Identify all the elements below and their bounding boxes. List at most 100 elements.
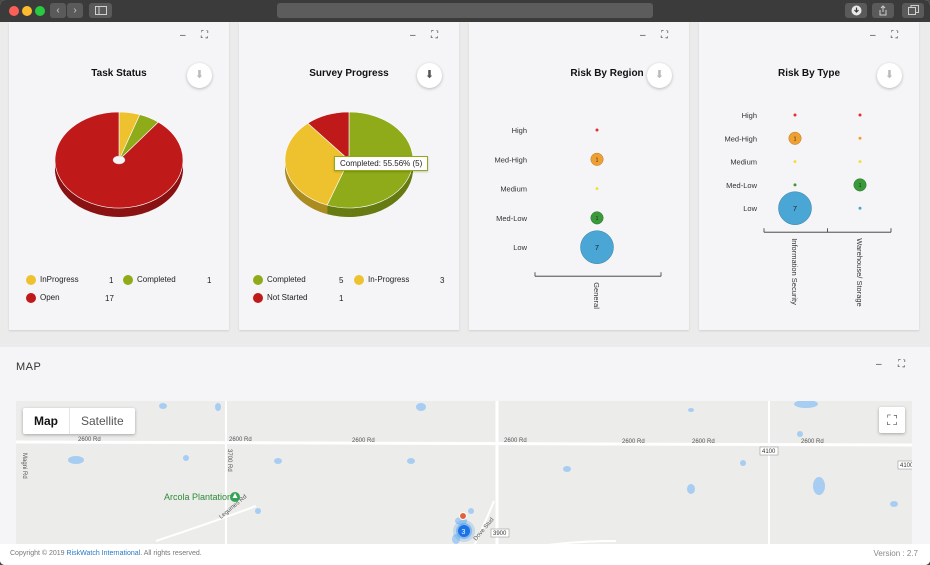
y-tick-label: Medium: [730, 158, 757, 167]
road-line: [155, 505, 257, 542]
bubble-med-low[interactable]: [793, 183, 797, 187]
place-label: Arcola Plantation: [164, 492, 232, 502]
download-chart-button[interactable]: ⬇: [187, 63, 212, 88]
map-view[interactable]: 2600 Rd 2600 Rd 2600 Rd 2600 Rd 2600 Rd …: [16, 401, 912, 552]
legend-swatch: [123, 275, 133, 285]
legend-count: 5: [339, 276, 344, 285]
legend-label: Not Started: [267, 293, 308, 303]
legend-count: 3: [440, 276, 445, 285]
bubble-med-high[interactable]: [858, 136, 862, 140]
legend-swatch: [26, 293, 36, 303]
company-link[interactable]: RiskWatch International: [66, 550, 141, 557]
bubble-medium[interactable]: [793, 160, 797, 164]
y-tick-label: High: [512, 126, 527, 135]
chart-tooltip: Completed: 55.56% (5): [334, 156, 429, 171]
title-bar: ‹ ›: [0, 0, 930, 22]
task-status-card: – ⛶ Task Status ⬇ InProgress 1 Completed…: [9, 22, 229, 330]
bubble-med-high[interactable]: [590, 152, 604, 166]
legend-item[interactable]: InProgress: [26, 275, 79, 285]
minimize-card-button[interactable]: –: [410, 30, 416, 41]
minimize-card-button[interactable]: –: [870, 30, 876, 41]
pie-slice-in-progress[interactable]: [284, 122, 350, 206]
road-label: 2600 Rd: [78, 437, 101, 443]
y-tick-label: Med-High: [494, 155, 527, 164]
download-icon: ⬇: [654, 69, 665, 81]
copyright-suffix: . All rights reserved.: [140, 550, 202, 557]
road-line: [16, 440, 912, 447]
sidebar-toggle-button[interactable]: [89, 3, 112, 18]
section-title: MAP: [16, 361, 42, 373]
map-section: MAP – ⛶: [0, 347, 930, 552]
back-button[interactable]: ‹: [50, 3, 66, 18]
bubble-medium[interactable]: [595, 187, 599, 191]
x-tick-label: General: [592, 282, 601, 309]
legend-item[interactable]: Completed: [123, 275, 176, 285]
expand-card-button[interactable]: ⛶: [201, 30, 208, 41]
legend-count: 1: [109, 276, 114, 285]
version-label: Version : 2.7: [873, 549, 918, 558]
bubble-value-label: 7: [595, 243, 599, 252]
legend-item[interactable]: Open: [26, 293, 60, 303]
bubble-high[interactable]: [595, 128, 599, 132]
task-status-pie-chart: [54, 111, 184, 217]
legend-label: Completed: [137, 275, 176, 285]
bubble-high[interactable]: [793, 113, 797, 117]
legend-label: In-Progress: [368, 275, 410, 285]
share-button[interactable]: [872, 3, 894, 18]
legend-item[interactable]: In-Progress: [354, 275, 409, 285]
expand-card-button[interactable]: ⛶: [891, 30, 898, 41]
bubble-low[interactable]: [580, 230, 614, 264]
y-tick-label: Low: [513, 243, 527, 252]
download-icon: ⬇: [424, 69, 435, 81]
bubble-low[interactable]: [778, 191, 812, 225]
road-label: 2600 Rd: [352, 438, 375, 444]
close-window-button[interactable]: [9, 6, 19, 16]
cluster-marker[interactable]: 3: [453, 520, 475, 542]
legend-swatch: [253, 293, 263, 303]
x-tick-label: Information Security: [790, 238, 799, 305]
expand-card-button[interactable]: ⛶: [661, 30, 668, 41]
map-type-satellite-button[interactable]: Satellite: [69, 408, 135, 434]
minimize-section-button[interactable]: –: [876, 359, 882, 370]
download-chart-button[interactable]: ⬇: [417, 63, 442, 88]
sidebar-icon: [94, 6, 107, 15]
bubble-medium[interactable]: [858, 160, 862, 164]
risk-by-region-card: – ⛶ Risk By Region ⬇ High Med-High Medium M…: [469, 22, 689, 330]
forward-button[interactable]: ›: [67, 3, 83, 18]
map-canvas: 2600 Rd 2600 Rd 2600 Rd 2600 Rd 2600 Rd …: [16, 401, 912, 552]
download-chart-button[interactable]: ⬇: [877, 63, 902, 88]
legend-swatch: [26, 275, 36, 285]
minimize-card-button[interactable]: –: [180, 30, 186, 41]
minimize-window-button[interactable]: [22, 6, 32, 16]
address-bar[interactable]: [277, 3, 653, 18]
download-chart-button[interactable]: ⬇: [647, 63, 672, 88]
legend-item[interactable]: Completed: [253, 275, 306, 285]
risk-by-region-bubble-chart: High Med-High Medium Med-Low Low General 1 1 7: [494, 126, 662, 309]
map-fullscreen-button[interactable]: ⛶: [879, 407, 905, 433]
legend-count: 1: [207, 276, 212, 285]
map-type-map-button[interactable]: Map: [34, 414, 58, 428]
survey-progress-card: – ⛶ Survey Progress ⬇ Completed: 55.56% …: [239, 22, 459, 330]
bubble-high[interactable]: [858, 113, 862, 117]
bubble-med-low[interactable]: [853, 178, 867, 192]
map-pin-icon[interactable]: [459, 512, 467, 520]
y-tick-label: High: [742, 111, 757, 120]
download-button[interactable]: [845, 3, 867, 18]
route-shield-label: 3900: [493, 531, 507, 537]
legend-item[interactable]: Not Started: [253, 293, 307, 303]
copyright-text: Copyright © 2019 RiskWatch International…: [10, 550, 202, 557]
bubble-med-high[interactable]: [788, 131, 802, 145]
y-tick-label: Low: [743, 204, 757, 213]
card-title: Risk By Type: [777, 68, 841, 79]
tabs-overview-button[interactable]: [902, 3, 924, 18]
expand-card-button[interactable]: ⛶: [431, 30, 438, 41]
risk-by-type-card: – ⛶ Risk By Type ⬇ High Med-High Medium Med…: [699, 22, 919, 330]
pie-slice-not-started[interactable]: [307, 111, 350, 161]
minimize-card-button[interactable]: –: [640, 30, 646, 41]
zoom-window-button[interactable]: [35, 6, 45, 16]
bubble-med-low[interactable]: [590, 211, 604, 225]
expand-section-button[interactable]: ⛶: [898, 359, 905, 370]
bubble-low[interactable]: [858, 206, 862, 210]
road-label: 2600 Rd: [692, 439, 715, 445]
